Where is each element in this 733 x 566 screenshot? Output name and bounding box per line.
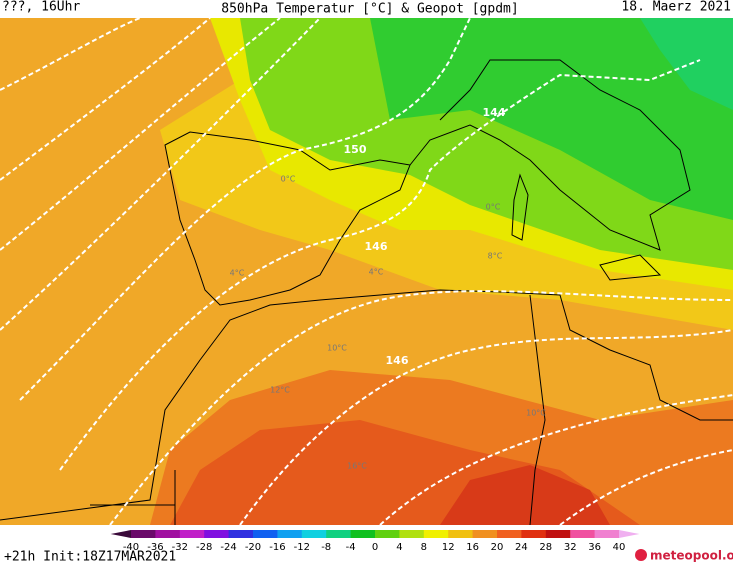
colorbar-tick-label: -40 [123,542,139,553]
geopotential-label: 146 [365,240,388,253]
map-title: 850hPa Temperatur [°C] & Geopot [gpdm] [221,2,518,17]
colorbar-cell [301,530,327,538]
temperature-label: 0°C [486,203,501,212]
colorbar-tick-label: -20 [245,542,261,553]
colorbar-tick-label: -12 [294,542,310,553]
colorbar-tick-label: 24 [515,542,528,553]
colorbar-tick-label: -16 [269,542,285,553]
colorbar-tick-label: -8 [321,542,331,553]
temperature-label: 4°C [230,269,245,278]
temperature-label: 12°C [270,386,290,395]
colorbar-cell [277,530,303,538]
colorbar-cell [228,530,254,538]
colorbar-cell [619,530,640,538]
colorbar-tick-label: 16 [466,542,479,553]
init-time: +21h Init:18Z17MAR2021 [4,550,176,565]
colorbar-tick-label: 32 [564,542,577,553]
cool-zone [640,18,733,110]
colorbar-tick-label: -36 [147,542,163,553]
colorbar: -40 -36 -32 -28 -24 -20 -16 -12 -8 -4 0 4 8 12 16 20 24 2… [110,530,640,553]
colorbar-cell [497,530,522,538]
temperature-label: 4°C [369,268,384,277]
isoline [0,17,211,181]
run-label: ???, 16Uhr [2,0,80,15]
colorbar-tick-label: 36 [588,542,601,553]
colorbar-tick-label: 20 [491,542,504,553]
colorbar-cell [350,530,376,538]
temperature-label: 8°C [488,252,503,261]
colorbar-cell [253,530,278,538]
colorbar-cell [204,530,230,538]
isoline [0,17,321,331]
colorbar-cell [448,530,474,538]
colorbar-tick-label: 0 [372,542,378,553]
green-zone [370,18,733,220]
geopotential-label: 144 [483,106,506,119]
isoline [379,394,733,526]
colorbar-tick-label: -24 [220,542,236,553]
isoline [0,17,281,251]
colorbar-cell [110,530,131,538]
temperature-label: 10°C [526,409,546,418]
date: 18. Maerz 2021 [621,0,731,15]
borders [90,294,546,526]
geopotential-label: 146 [386,354,409,367]
isoline [559,449,733,526]
colorbar-cell [179,530,205,538]
colorbar-tick-label: -4 [346,542,356,553]
colorbar-tick-label: 28 [539,542,552,553]
colorbar-cell [375,530,400,538]
colorbar-cell [521,530,547,538]
colorbar-tick-label: 4 [396,542,402,553]
isoline [59,59,701,471]
map-labels: 150 144 146 146 0°C 0°C 4°C 4°C 8°C 10°C 10°C 12°C 1… [230,106,547,471]
logo-icon [635,549,647,561]
isoline [0,17,141,91]
colorbar-tick-label: -32 [172,542,188,553]
colorbar-cell [570,530,596,538]
colorbar-cell [545,530,571,538]
isoline [19,17,471,401]
geopotential-label: 150 [344,143,367,156]
colorbar-cell [326,530,352,538]
temperature-label: 0°C [281,175,296,184]
colorbar-cell [131,530,156,538]
map [0,17,733,526]
colorbar-cell [155,530,181,538]
islands [511,173,662,281]
colorbar-tick-label: -28 [196,542,212,553]
colorbar-cell [594,530,620,538]
colorbar-tick-label: 40 [613,542,626,553]
geopotential-isolines [0,17,733,526]
temperature-label: 16°C [347,462,367,471]
isoline [109,290,733,526]
temperature-label: 10°C [327,344,347,353]
colorbar-tick-label: 12 [442,542,455,553]
africa-coast [0,289,733,521]
europe-coast [409,59,691,251]
colorbar-cell [472,530,498,538]
isoline [239,329,733,526]
colorbar-tick-label: 8 [421,542,427,553]
colorbar-cell [399,530,425,538]
colorbar-cell [423,530,449,538]
hottest-zone [440,465,610,525]
logo: meteopool.org [650,549,733,563]
